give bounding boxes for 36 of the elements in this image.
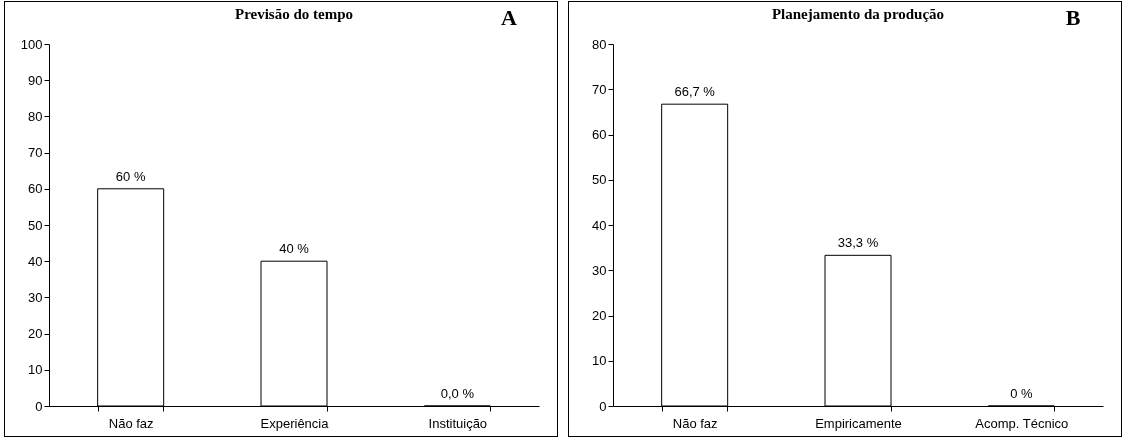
y-tick-label: 80 bbox=[28, 108, 43, 124]
y-tick-label: 60 bbox=[592, 127, 607, 142]
y-tick-label: 10 bbox=[592, 353, 607, 369]
data-label: 0,0 % bbox=[440, 386, 475, 401]
y-tick-label: 80 bbox=[592, 36, 607, 52]
y-tick-label: 100 bbox=[20, 36, 43, 52]
y-tick-label: 50 bbox=[592, 172, 607, 188]
x-tick-label: Acomp. Técnico bbox=[975, 415, 1069, 431]
y-tick-label: 60 bbox=[28, 181, 43, 197]
y-tick-label: 0 bbox=[599, 398, 607, 414]
y-tick-label: 40 bbox=[592, 217, 607, 233]
data-label: 0 % bbox=[1010, 386, 1033, 401]
chart-title: Previsão do tempo bbox=[234, 6, 354, 22]
y-tick-label: 30 bbox=[592, 262, 607, 278]
y-tick-label: 70 bbox=[592, 81, 607, 97]
x-tick-label: Experiência bbox=[260, 415, 330, 431]
y-tick-label: 0 bbox=[35, 398, 43, 414]
y-tick-label: 40 bbox=[28, 253, 43, 269]
x-tick-label: Não faz bbox=[672, 415, 718, 431]
x-tick-label: Empiricamente bbox=[815, 415, 902, 431]
data-label: 66,7 % bbox=[674, 84, 716, 100]
x-tick-label: Não faz bbox=[108, 415, 154, 431]
y-tick-label: 50 bbox=[28, 217, 43, 233]
data-label: 40 % bbox=[279, 241, 310, 257]
y-tick-label: 20 bbox=[28, 326, 43, 342]
text: A bbox=[501, 5, 518, 30]
y-tick-label: 70 bbox=[28, 145, 43, 161]
text: B bbox=[1065, 5, 1081, 30]
chart-title: Planejamento da produção bbox=[771, 6, 945, 22]
y-tick-label: 90 bbox=[28, 72, 43, 88]
y-tick-label: 30 bbox=[28, 289, 43, 305]
data-label: 33,3 % bbox=[837, 235, 879, 251]
y-tick-label: 10 bbox=[28, 362, 43, 378]
data-label: 60 % bbox=[115, 168, 146, 184]
x-tick-label: Instituição bbox=[428, 415, 488, 431]
y-tick-label: 20 bbox=[592, 308, 607, 323]
